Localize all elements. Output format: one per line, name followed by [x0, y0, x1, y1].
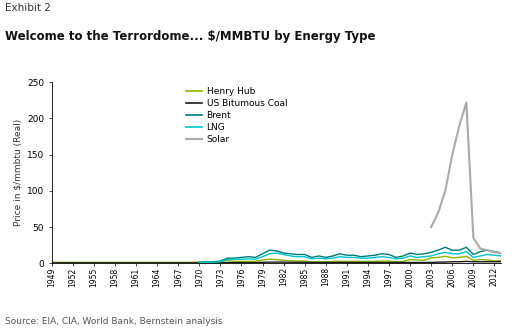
Text: Source: EIA, CIA, World Bank, Bernstein analysis: Source: EIA, CIA, World Bank, Bernstein … [5, 317, 223, 326]
Text: Exhibit 2: Exhibit 2 [5, 3, 51, 13]
Legend: Henry Hub, US Bitumous Coal, Brent, LNG, Solar: Henry Hub, US Bitumous Coal, Brent, LNG,… [182, 83, 291, 148]
Text: Welcome to the Terrordome... $/MMBTU by Energy Type: Welcome to the Terrordome... $/MMBTU by … [5, 30, 376, 43]
Y-axis label: Price in $/mmbtu (Real): Price in $/mmbtu (Real) [13, 119, 23, 226]
